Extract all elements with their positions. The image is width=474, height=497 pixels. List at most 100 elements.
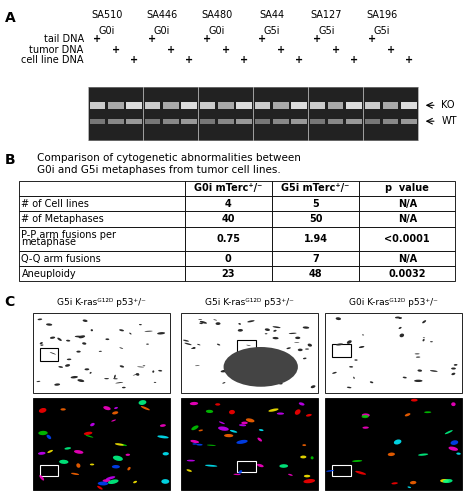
Ellipse shape (191, 425, 199, 430)
Ellipse shape (306, 414, 312, 416)
Ellipse shape (86, 435, 93, 438)
Ellipse shape (133, 481, 137, 483)
Text: SA446: SA446 (146, 10, 177, 20)
Ellipse shape (279, 464, 288, 468)
Text: N/A: N/A (398, 253, 417, 263)
Ellipse shape (303, 327, 309, 329)
Ellipse shape (114, 375, 116, 378)
Ellipse shape (98, 482, 108, 486)
Ellipse shape (141, 406, 150, 411)
Ellipse shape (418, 453, 428, 456)
Text: 48: 48 (309, 269, 322, 279)
Ellipse shape (273, 337, 279, 339)
Ellipse shape (247, 320, 255, 323)
Bar (18, 181, 184, 196)
Ellipse shape (64, 447, 71, 450)
Ellipse shape (205, 465, 218, 467)
Bar (237, 101, 252, 109)
Ellipse shape (298, 348, 302, 351)
Ellipse shape (50, 352, 56, 354)
Ellipse shape (363, 426, 369, 429)
Ellipse shape (448, 447, 458, 451)
Ellipse shape (241, 362, 244, 365)
Ellipse shape (355, 359, 357, 361)
Text: 40: 40 (221, 214, 235, 224)
Ellipse shape (415, 353, 419, 354)
Bar (163, 101, 179, 109)
Ellipse shape (67, 358, 72, 360)
Ellipse shape (388, 453, 395, 456)
Text: p  value: p value (385, 183, 429, 193)
Bar (328, 119, 344, 124)
Ellipse shape (184, 343, 191, 345)
Ellipse shape (74, 450, 83, 454)
Bar (184, 181, 272, 196)
Ellipse shape (112, 465, 120, 469)
Ellipse shape (286, 347, 291, 349)
Ellipse shape (133, 374, 139, 376)
Ellipse shape (238, 329, 243, 331)
Ellipse shape (241, 378, 245, 380)
Ellipse shape (104, 378, 109, 379)
Ellipse shape (120, 444, 127, 446)
Ellipse shape (259, 350, 265, 352)
Ellipse shape (423, 337, 425, 338)
Bar (145, 119, 160, 124)
Ellipse shape (246, 345, 251, 346)
Ellipse shape (84, 432, 92, 435)
Ellipse shape (160, 424, 166, 427)
Text: Q-Q arm fusions: Q-Q arm fusions (21, 253, 101, 263)
Ellipse shape (119, 329, 124, 331)
Text: tail DNA: tail DNA (44, 34, 84, 44)
Text: 1.94: 1.94 (303, 234, 328, 244)
Bar (33, 313, 170, 393)
Bar (255, 101, 270, 109)
Ellipse shape (454, 364, 457, 366)
Ellipse shape (405, 413, 410, 416)
Bar (18, 211, 184, 227)
Text: P-P arm fusions per: P-P arm fusions per (21, 231, 117, 241)
Ellipse shape (143, 365, 145, 366)
Ellipse shape (304, 475, 310, 478)
Ellipse shape (196, 444, 203, 446)
Ellipse shape (268, 409, 279, 412)
Ellipse shape (46, 324, 52, 326)
Ellipse shape (119, 347, 123, 349)
Ellipse shape (46, 435, 51, 439)
Text: 0.75: 0.75 (216, 234, 240, 244)
Ellipse shape (76, 350, 81, 353)
Text: metaphase: metaphase (21, 237, 76, 247)
Ellipse shape (58, 366, 63, 368)
Ellipse shape (99, 351, 102, 352)
Ellipse shape (77, 379, 84, 382)
Ellipse shape (238, 470, 242, 474)
Ellipse shape (336, 343, 343, 345)
Ellipse shape (113, 456, 123, 461)
Text: +: + (258, 34, 266, 44)
Ellipse shape (352, 460, 362, 462)
Ellipse shape (237, 440, 248, 444)
Bar (272, 227, 359, 251)
Ellipse shape (200, 321, 207, 324)
Ellipse shape (71, 376, 78, 378)
Ellipse shape (126, 454, 130, 456)
Ellipse shape (105, 338, 109, 340)
Bar (383, 101, 399, 109)
Ellipse shape (416, 356, 420, 358)
Bar (90, 101, 105, 109)
Text: cell line DNA: cell line DNA (21, 55, 84, 65)
Ellipse shape (359, 346, 365, 348)
Bar (383, 119, 399, 124)
Ellipse shape (37, 319, 42, 320)
Ellipse shape (111, 419, 116, 421)
Ellipse shape (399, 327, 401, 329)
Bar (272, 266, 359, 281)
Text: B: B (5, 153, 15, 167)
Ellipse shape (187, 460, 195, 462)
Ellipse shape (456, 453, 461, 455)
Text: G5i: G5i (373, 26, 390, 36)
Bar (332, 465, 351, 476)
Ellipse shape (158, 370, 162, 372)
Ellipse shape (408, 487, 411, 488)
Ellipse shape (299, 403, 304, 406)
